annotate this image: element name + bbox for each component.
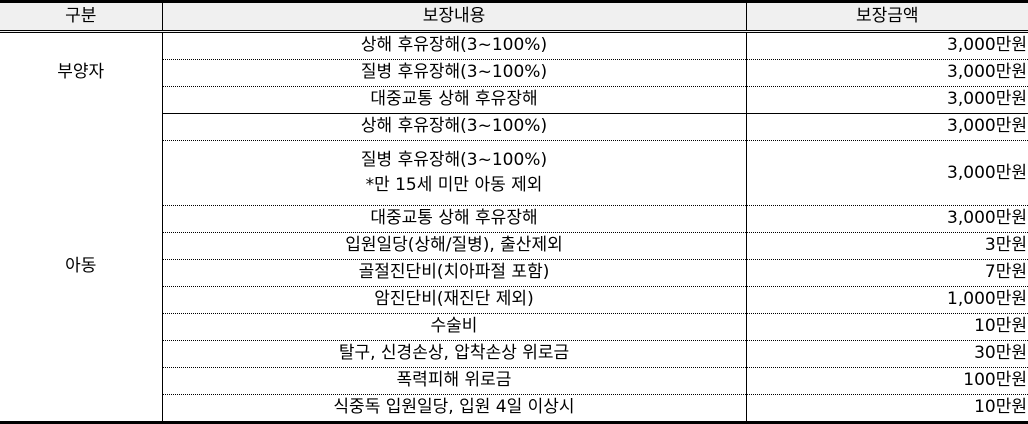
coverage-detail-note: *만 15세 미만 아동 제외	[365, 175, 543, 195]
coverage-detail-cell: 탈구, 신경손상, 압착손상 위로금	[162, 340, 747, 368]
coverage-amount-cell: 3,000만원	[746, 86, 1028, 114]
coverage-detail-cell: 입원일당(상해/질병), 출산제외	[162, 232, 747, 260]
coverage-detail-cell: 상해 후유장해(3~100%)	[162, 113, 747, 141]
column-header-category: 구분	[0, 1, 163, 33]
coverage-detail-cell: 질병 후유장해(3~100%)	[162, 59, 747, 87]
table-body: 부양자 상해 후유장해(3~100%) 3,000만원 질병 후유장해(3~100%)…	[0, 31, 1028, 423]
coverage-detail-cell: 대중교통 상해 후유장해	[162, 205, 747, 233]
coverage-amount-cell: 7만원	[746, 259, 1028, 287]
coverage-detail-cell: 상해 후유장해(3~100%)	[162, 31, 747, 60]
coverage-amount-cell: 10만원	[746, 313, 1028, 341]
coverage-amount-cell: 3,000만원	[746, 113, 1028, 141]
coverage-amount-cell: 10만원	[746, 394, 1028, 423]
table-row: 대중교통 상해 후유장해 3,000만원	[0, 205, 1028, 233]
coverage-detail-cell: 대중교통 상해 후유장해	[162, 86, 747, 114]
table-header: 구분 보장내용 보장금액	[0, 1, 1028, 33]
table-row: 질병 후유장해(3~100%) *만 15세 미만 아동 제외 3,000만원	[0, 140, 1028, 206]
category-cell: 부양자	[0, 31, 163, 114]
coverage-detail-cell: 암진단비(재진단 제외)	[162, 286, 747, 314]
coverage-amount-cell: 100만원	[746, 367, 1028, 395]
column-header-detail: 보장내용	[162, 1, 747, 33]
table-row: 대중교통 상해 후유장해 3,000만원	[0, 86, 1028, 114]
coverage-amount-cell: 3만원	[746, 232, 1028, 260]
table-row: 수술비 10만원	[0, 313, 1028, 341]
table-row: 식중독 입원일당, 입원 4일 이상시 10만원	[0, 394, 1028, 423]
coverage-amount-cell: 30만원	[746, 340, 1028, 368]
category-cell: 아동	[0, 113, 163, 423]
coverage-detail-cell: 식중독 입원일당, 입원 4일 이상시	[162, 394, 747, 423]
table-row: 폭력피해 위로금 100만원	[0, 367, 1028, 395]
table-row: 탈구, 신경손상, 압착손상 위로금 30만원	[0, 340, 1028, 368]
coverage-amount-cell: 3,000만원	[746, 205, 1028, 233]
table-row: 골절진단비(치아파절 포함) 7만원	[0, 259, 1028, 287]
coverage-detail-cell: 폭력피해 위로금	[162, 367, 747, 395]
table-row: 암진단비(재진단 제외) 1,000만원	[0, 286, 1028, 314]
coverage-detail-text: 질병 후유장해(3~100%)	[360, 150, 548, 171]
coverage-detail-cell: 골절진단비(치아파절 포함)	[162, 259, 747, 287]
coverage-detail-cell: 수술비	[162, 313, 747, 341]
table-row: 질병 후유장해(3~100%) 3,000만원	[0, 59, 1028, 87]
table-row: 부양자 상해 후유장해(3~100%) 3,000만원	[0, 31, 1028, 114]
coverage-amount-cell: 3,000만원	[746, 59, 1028, 87]
table-row: 아동 상해 후유장해(3~100%) 3,000만원	[0, 113, 1028, 423]
coverage-amount-cell: 3,000만원	[746, 31, 1028, 60]
column-header-amount: 보장금액	[746, 1, 1028, 33]
coverage-detail-cell: 질병 후유장해(3~100%) *만 15세 미만 아동 제외	[162, 140, 747, 206]
header-row: 구분 보장내용 보장금액	[0, 1, 1028, 33]
coverage-amount-cell: 3,000만원	[746, 140, 1028, 206]
coverage-amount-cell: 1,000만원	[746, 286, 1028, 314]
table-row: 입원일당(상해/질병), 출산제외 3만원	[0, 232, 1028, 260]
